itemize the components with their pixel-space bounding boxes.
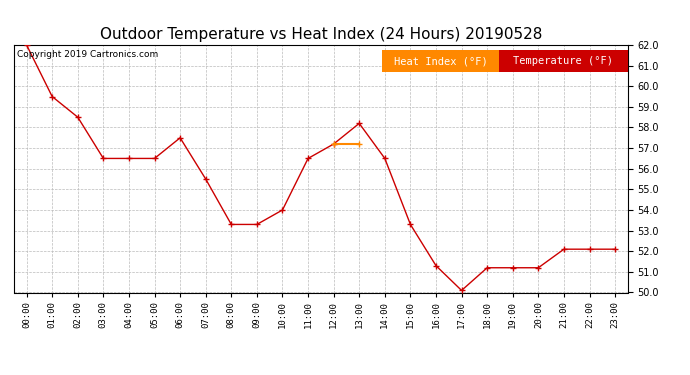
Text: Copyright 2019 Cartronics.com: Copyright 2019 Cartronics.com <box>17 50 158 59</box>
Title: Outdoor Temperature vs Heat Index (24 Hours) 20190528: Outdoor Temperature vs Heat Index (24 Ho… <box>99 27 542 42</box>
FancyBboxPatch shape <box>499 50 628 72</box>
Text: Temperature (°F): Temperature (°F) <box>513 56 613 66</box>
FancyBboxPatch shape <box>382 50 499 72</box>
Text: Heat Index (°F): Heat Index (°F) <box>394 56 487 66</box>
